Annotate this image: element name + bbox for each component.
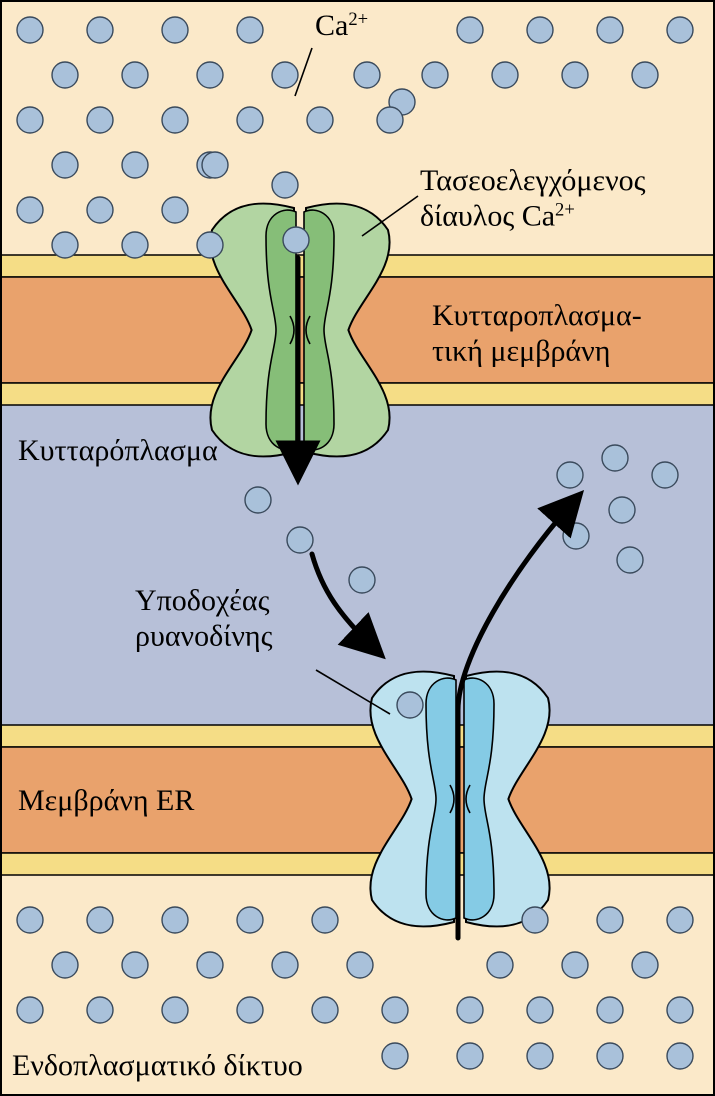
calcium-ion — [122, 232, 148, 258]
calcium-ion — [349, 567, 375, 593]
calcium-ion — [237, 107, 263, 133]
calcium-ion — [354, 62, 380, 88]
calcium-ion — [377, 107, 403, 133]
calcium-ion — [562, 62, 588, 88]
calcium-ion — [162, 997, 188, 1023]
calcium-ion — [492, 62, 518, 88]
calcium-ion — [597, 997, 623, 1023]
calcium-ion — [52, 232, 78, 258]
calcium-ion — [162, 17, 188, 43]
calcium-ion — [197, 232, 223, 258]
calcium-ion — [202, 152, 228, 178]
calcium-ion — [312, 997, 338, 1023]
calcium-ion — [87, 997, 113, 1023]
calcium-ion — [237, 907, 263, 933]
calcium-ion — [347, 952, 373, 978]
calcium-ion — [312, 907, 338, 933]
calcium-ion — [87, 197, 113, 223]
calcium-ion — [602, 445, 628, 471]
calcium-ion — [162, 907, 188, 933]
calcium-ion — [272, 952, 298, 978]
er-membrane-text: Μεμβράνη ER — [18, 784, 194, 817]
calcium-ion — [667, 17, 693, 43]
calcium-ion — [17, 197, 43, 223]
calcium-ion — [122, 952, 148, 978]
er-lumen-text: Ενδοπλασματικό δίκτυο — [12, 1049, 303, 1082]
calcium-ion — [597, 907, 623, 933]
calcium-ion — [272, 172, 298, 198]
calcium-ion — [667, 907, 693, 933]
calcium-ion — [667, 997, 693, 1023]
calcium-ion — [632, 62, 658, 88]
calcium-ion — [17, 107, 43, 133]
calcium-ion — [245, 487, 271, 513]
calcium-ion — [237, 17, 263, 43]
calcium-ion — [87, 107, 113, 133]
calcium-ion — [237, 997, 263, 1023]
ryanodine-line2: ρυανοδίνης — [135, 619, 273, 652]
ryanodine-line1: Υποδοχέας — [135, 584, 270, 617]
diagram-canvas: Ca2+Τασεοελεγχόμενοςδίαυλος Ca2+Κυτταροπ… — [0, 0, 715, 1096]
calcium-ion — [122, 62, 148, 88]
vg-channel-line2a: δίαυλος Ca — [420, 199, 555, 232]
calcium-ion — [527, 1043, 553, 1069]
calcium-ion — [162, 197, 188, 223]
calcium-ion — [522, 907, 548, 933]
calcium-ion — [52, 952, 78, 978]
calcium-ion — [162, 107, 188, 133]
calcium-ion — [272, 62, 298, 88]
calcium-ion — [87, 907, 113, 933]
calcium-ion — [597, 17, 623, 43]
calcium-ion — [457, 1043, 483, 1069]
plasma-membrane-line1: Κυτταροπλασμα- — [432, 299, 642, 332]
cytoplasm-label: Κυτταρόπλασμα — [18, 434, 218, 467]
calcium-ion — [487, 952, 513, 978]
calcium-ion — [667, 1043, 693, 1069]
calcium-ion — [382, 997, 408, 1023]
calcium-ion — [17, 17, 43, 43]
calcium-ion — [122, 152, 148, 178]
calcium-charge: 2+ — [348, 9, 368, 30]
calcium-ion — [52, 62, 78, 88]
cytoplasm-text: Κυτταρόπλασμα — [18, 434, 218, 467]
plasma-membrane-line2: τική μεμβράνη — [432, 334, 610, 367]
calcium-ion — [307, 107, 333, 133]
calcium-ion — [52, 152, 78, 178]
vg-channel-line2sup: 2+ — [555, 199, 575, 220]
calcium-ion — [597, 1043, 623, 1069]
calcium-ion — [617, 547, 643, 573]
calcium-ion — [17, 997, 43, 1023]
calcium-ion — [457, 997, 483, 1023]
calcium-ion — [632, 952, 658, 978]
calcium-ion — [563, 523, 589, 549]
er-lumen-label: Ενδοπλασματικό δίκτυο — [12, 1049, 303, 1082]
calcium-ion — [397, 692, 423, 718]
calcium-ion — [527, 17, 553, 43]
calcium-ion — [562, 952, 588, 978]
calcium-ion — [652, 462, 678, 488]
calcium-ion — [382, 1043, 408, 1069]
calcium-ion — [87, 17, 113, 43]
calcium-ion — [457, 17, 483, 43]
calcium-symbol: Ca — [315, 9, 348, 42]
calcium-ion — [527, 997, 553, 1023]
vg-channel-line1: Τασεοελεγχόμενος — [420, 164, 646, 197]
calcium-ion — [557, 462, 583, 488]
calcium-ion — [609, 497, 635, 523]
calcium-ion — [17, 907, 43, 933]
calcium-ion — [197, 62, 223, 88]
er-membrane-label: Μεμβράνη ER — [18, 784, 194, 817]
calcium-ion — [287, 527, 313, 553]
calcium-ion — [422, 62, 448, 88]
calcium-ion — [283, 227, 309, 253]
calcium-ion — [197, 952, 223, 978]
